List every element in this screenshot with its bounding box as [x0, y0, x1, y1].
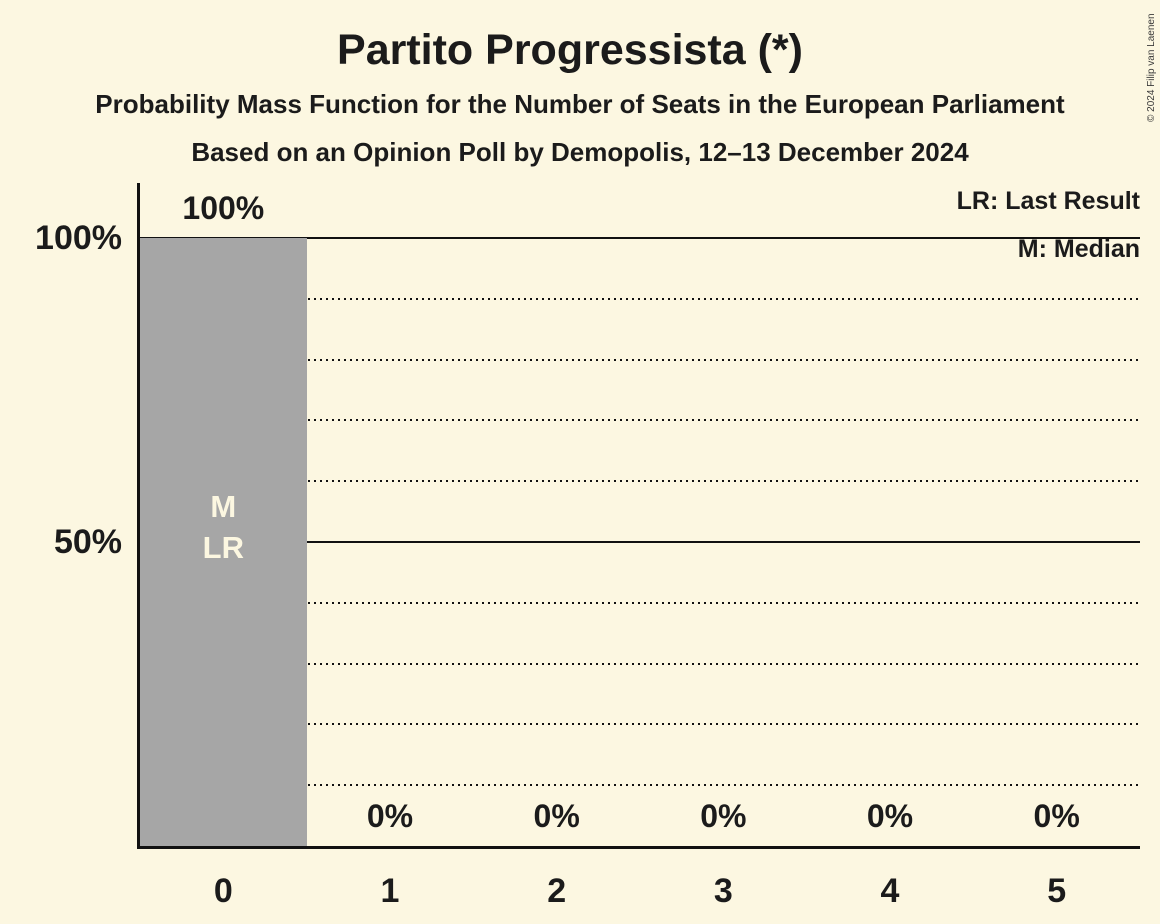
x-axis-line — [137, 846, 1140, 849]
gridline-solid-50 — [140, 541, 1140, 543]
y-tick-50: 50% — [53, 523, 122, 561]
gridline-dotted-30 — [140, 663, 1140, 665]
x-tick-4: 4 — [880, 872, 900, 910]
value-label-2: 0% — [533, 798, 580, 834]
gridline-dotted-10 — [140, 784, 1140, 786]
value-label-3: 0% — [700, 798, 747, 834]
value-label-1: 0% — [366, 798, 414, 834]
y-axis-line — [137, 183, 140, 849]
x-tick-0: 0 — [213, 872, 233, 910]
gridline-dotted-80 — [140, 359, 1140, 361]
chart-title: Partito Progressista (*) — [337, 26, 803, 74]
gridline-dotted-20 — [140, 723, 1140, 725]
x-tick-1: 1 — [380, 872, 400, 910]
y-tick-100: 100% — [35, 219, 122, 257]
value-label-5: 0% — [1033, 798, 1080, 834]
gridline-dotted-40 — [140, 602, 1140, 604]
legend-median: M: Median — [1017, 235, 1140, 263]
legend-last-result: LR: Last Result — [956, 187, 1140, 215]
x-tick-5: 5 — [1047, 872, 1067, 910]
x-tick-3: 3 — [713, 872, 733, 910]
gridline-solid-100 — [140, 237, 1140, 239]
chart-poll-info: Based on an Opinion Poll by Demopolis, 1… — [191, 137, 969, 167]
gridline-dotted-60 — [140, 480, 1140, 482]
bar-annotation-median-last-result: M LR — [202, 489, 244, 565]
x-tick-2: 2 — [547, 872, 567, 910]
value-label-0: 100% — [182, 190, 265, 226]
chart-subtitle: Probability Mass Function for the Number… — [95, 89, 1065, 119]
gridline-dotted-70 — [140, 419, 1140, 421]
bar-0 — [140, 238, 307, 846]
value-label-4: 0% — [866, 798, 914, 834]
gridline-dotted-90 — [140, 298, 1140, 300]
copyright-notice: © 2024 Filip van Laenen — [1146, 13, 1157, 122]
